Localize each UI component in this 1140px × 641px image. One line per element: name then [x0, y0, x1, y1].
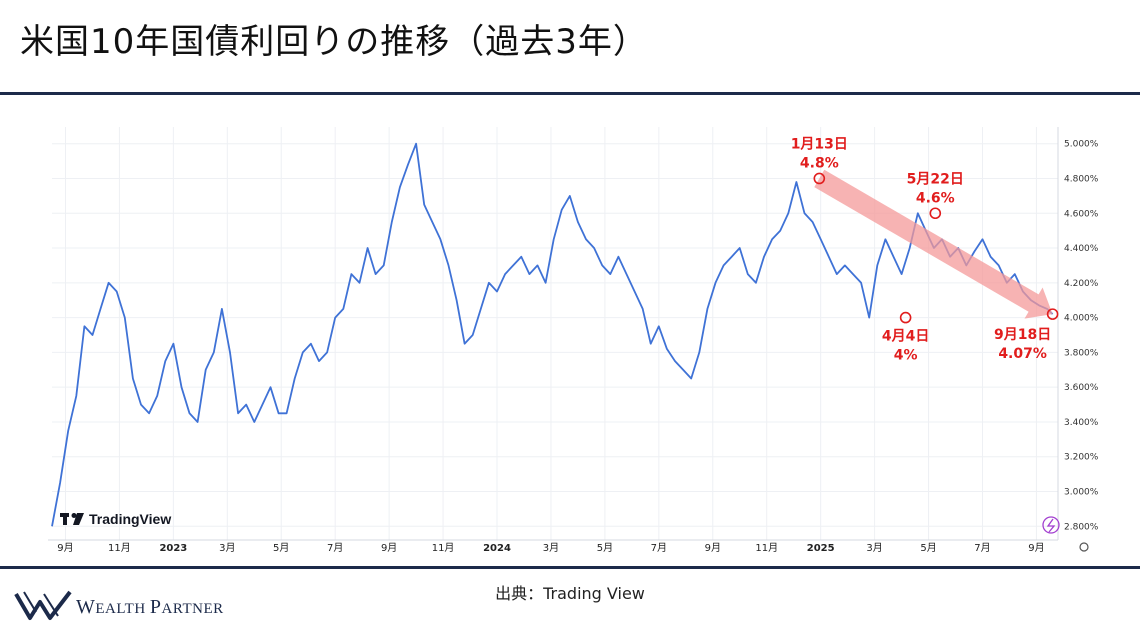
- yield-series-line: [51, 142, 1054, 527]
- source-credit: 出典：Trading View: [495, 584, 645, 603]
- x-tick-label: 2025: [807, 543, 835, 554]
- y-tick-label: 3.000%: [1064, 488, 1099, 498]
- annotation-marker: [929, 207, 942, 220]
- y-tick-label: 4.000%: [1064, 314, 1099, 324]
- annotation-marker: [1046, 308, 1059, 320]
- annotation-marker: [813, 172, 826, 185]
- y-tick-label: 3.400%: [1064, 418, 1099, 428]
- annotation-value: 4.07%: [998, 346, 1047, 362]
- tradingview-watermark: TradingView: [60, 511, 171, 527]
- y-tick-label: 3.200%: [1064, 453, 1099, 463]
- y-tick-label: 4.600%: [1064, 209, 1099, 219]
- annotation-date: 1月13日: [791, 136, 848, 152]
- x-tick-label: 9月: [381, 542, 397, 554]
- x-tick-label: 7月: [651, 542, 667, 554]
- x-tick-label: 11月: [108, 542, 131, 554]
- x-tick-label: 7月: [974, 542, 990, 554]
- annotation-marker: [899, 311, 912, 324]
- brand-name: WEALTH PARTNER: [76, 596, 224, 618]
- header-rule: [0, 92, 1140, 95]
- yield-line-chart: 2.800% 3.000% 3.200% 3.400% 3.600% 3.800% 4.00…: [48, 127, 1099, 554]
- x-tick-label: 11月: [432, 542, 455, 554]
- x-tick-label: 2023: [159, 543, 187, 554]
- annotation-value: 4%: [894, 348, 918, 364]
- x-tick-label: 5月: [597, 542, 613, 554]
- downtrend-arrow: [814, 169, 1053, 319]
- y-tick-label: 2.800%: [1064, 522, 1099, 532]
- y-tick-label: 4.200%: [1064, 279, 1099, 289]
- annotation-date: 9月18日: [994, 327, 1051, 343]
- y-tick-label: 4.400%: [1064, 244, 1099, 254]
- annotation-value: 4.6%: [916, 190, 955, 206]
- footer-rule: [0, 566, 1140, 569]
- y-tick-label: 3.800%: [1064, 348, 1099, 358]
- y-tick-label: 3.600%: [1064, 383, 1099, 393]
- annotation-value: 4.8%: [800, 155, 839, 171]
- x-tick-label: 9月: [57, 542, 73, 554]
- x-tick-label: 7月: [327, 542, 343, 554]
- settings-icon: [1079, 542, 1089, 552]
- wealth-partner-logo-icon: [14, 590, 72, 620]
- y-tick-label: 5.000%: [1064, 140, 1099, 150]
- x-tick-label: 2024: [483, 543, 511, 554]
- x-tick-label: 3月: [543, 542, 559, 554]
- lightning-bolt-glyph: [1046, 518, 1056, 533]
- annotation-date: 4月4日: [882, 329, 929, 345]
- tv-logo-icon: [60, 513, 84, 525]
- x-tick-label: 5月: [273, 542, 289, 554]
- tradingview-wordmark: TradingView: [89, 511, 171, 527]
- x-tick-label: 9月: [1028, 542, 1044, 554]
- lightning-icon: [1042, 516, 1060, 534]
- page-title: 米国10年国債利回りの推移（過去3年）: [20, 22, 648, 62]
- x-tick-label: 9月: [705, 542, 721, 554]
- x-tick-label: 3月: [866, 542, 882, 554]
- x-tick-label: 3月: [219, 542, 235, 554]
- x-tick-label: 5月: [920, 542, 936, 554]
- annotation-date: 5月22日: [907, 171, 964, 187]
- y-tick-label: 4.800%: [1064, 174, 1099, 184]
- x-tick-label: 11月: [755, 542, 778, 554]
